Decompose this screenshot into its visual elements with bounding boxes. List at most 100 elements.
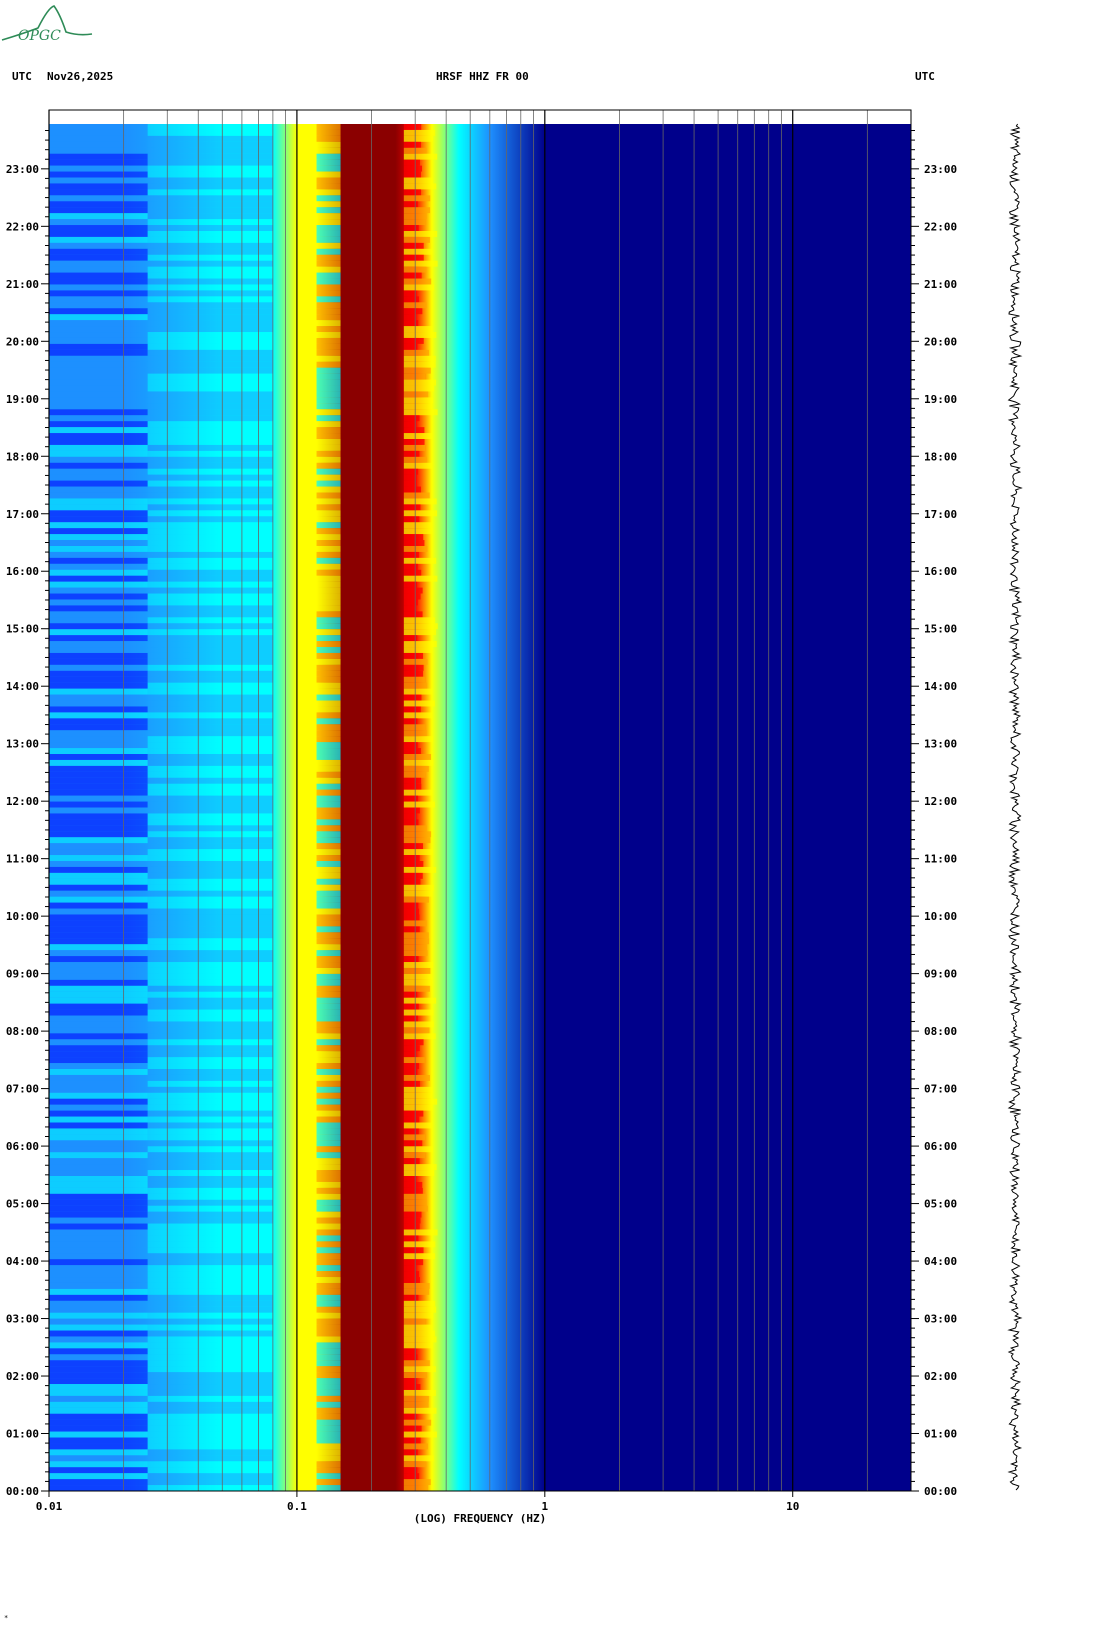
row-low-band [49,171,148,178]
row-microseism-edge [316,1342,341,1349]
y-tick-label-right: 00:00 [924,1485,957,1498]
row-secondary-peak [403,557,437,564]
row-secondary-peak [403,1175,417,1182]
row-secondary-peak [403,462,433,469]
row-mid-band [147,1199,273,1206]
row-low-band [49,1348,148,1355]
row-secondary-peak [403,242,424,249]
row-microseism-edge [316,849,341,856]
row-low-band [49,1134,148,1141]
row-low-band [49,1229,148,1236]
row-microseism-edge [316,1057,341,1064]
row-microseism-edge [316,177,341,184]
row-mid-band [147,1164,273,1171]
row-low-band [49,397,148,404]
row-microseism-edge [316,326,341,333]
row-low-band [49,1277,148,1283]
row-secondary-peak [403,1265,417,1272]
row-low-band [49,266,148,273]
y-tick-label-left: 06:00 [6,1140,39,1153]
row-low-band [49,748,148,755]
row-microseism-edge [316,1146,341,1153]
row-secondary-peak [403,569,422,576]
row-low-band [49,706,148,713]
row-secondary-peak [403,1407,437,1414]
row-mid-band [147,1247,273,1254]
row-low-band [49,296,148,303]
row-secondary-peak [403,967,431,974]
row-microseism-edge [316,1348,341,1355]
row-microseism-edge [316,1479,341,1486]
y-tick-label-left: 00:00 [6,1485,39,1498]
row-mid-band [147,819,273,826]
frequency-gridlines [48,110,912,1491]
row-mid-band [147,1449,273,1456]
row-microseism-edge [316,783,341,790]
row-secondary-peak [403,849,433,856]
row-mid-band [147,415,273,422]
row-microseism-edge [316,890,341,897]
row-microseism-edge [316,409,341,416]
row-mid-band [147,1395,273,1402]
row-microseism-edge [316,908,341,915]
row-secondary-peak [403,421,417,428]
row-low-band [49,605,148,612]
row-secondary-peak [403,878,421,885]
row-low-band [49,944,148,951]
row-low-band [49,320,148,327]
row-low-band [49,623,148,630]
row-low-band [49,213,148,220]
row-secondary-peak [403,1051,416,1058]
row-microseism-edge [316,1449,341,1456]
row-low-band [49,724,148,731]
row-microseism-edge [316,1384,341,1390]
row-mid-band [147,771,273,778]
row-microseism-edge [316,124,341,130]
row-secondary-peak [403,1336,437,1343]
row-secondary-peak [403,124,422,130]
row-microseism-edge [316,962,341,968]
row-secondary-peak [403,1473,420,1480]
row-microseism-edge [316,213,341,220]
row-mid-band [147,1045,273,1052]
row-microseism-edge [316,575,341,582]
row-low-band [49,1306,148,1313]
row-low-band [49,290,148,297]
row-low-band [49,462,148,469]
row-low-band [49,1330,148,1337]
row-microseism-edge [316,997,341,1004]
row-microseism-edge [316,1407,341,1414]
row-secondary-peak [403,795,418,802]
row-secondary-peak [403,522,432,529]
row-microseism-edge [316,462,341,469]
row-low-band [49,718,148,725]
row-secondary-peak [403,320,419,327]
row-mid-band [147,658,273,665]
row-microseism-edge [316,777,341,784]
row-microseism-edge [316,141,341,148]
row-mid-band [147,1401,273,1408]
row-low-band [49,1401,148,1408]
row-mid-band [147,652,273,659]
row-low-band [49,314,148,321]
row-low-band [49,1282,148,1289]
row-mid-band [147,973,273,980]
row-low-band [49,207,148,214]
row-low-band [49,569,148,576]
row-secondary-peak [403,1282,430,1289]
row-mid-band [147,219,273,226]
row-secondary-peak [403,979,432,986]
y-tick-label-right: 04:00 [924,1255,957,1268]
row-mid-band [147,1205,273,1212]
row-mid-band [147,391,273,398]
row-microseism-edge [316,1271,341,1278]
row-microseism-edge [316,1211,341,1218]
row-secondary-peak [403,991,418,998]
row-mid-band [147,1425,273,1432]
row-secondary-peak [403,1330,435,1337]
row-secondary-peak [403,1294,419,1301]
row-mid-band [147,290,273,297]
row-secondary-peak [403,575,438,582]
row-mid-band [147,260,273,267]
row-secondary-peak [403,540,425,546]
